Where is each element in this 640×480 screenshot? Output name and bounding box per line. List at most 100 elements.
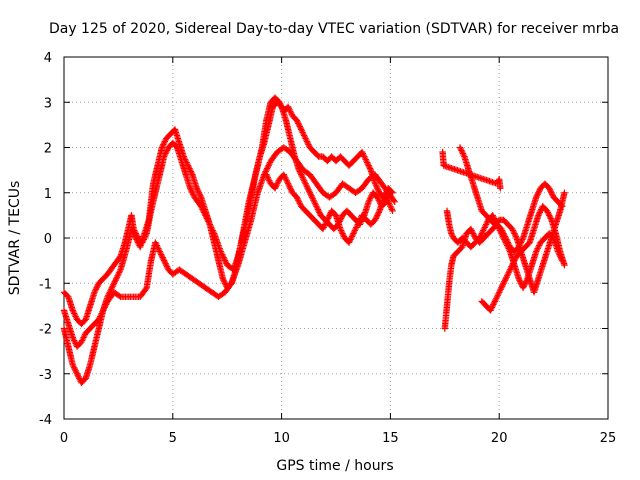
data-point [188,188,195,195]
data-point [115,271,122,278]
x-tick-label: 10 [273,431,290,446]
data-point [157,249,164,257]
data-point [545,210,552,218]
data-point [459,150,467,157]
data-point [69,307,76,314]
data-point [350,230,357,237]
data-point [266,177,273,184]
data-point [110,280,118,287]
data-point [112,277,119,284]
data-point [116,292,123,300]
data-point [319,225,327,233]
data-point [273,182,280,189]
data-point [263,165,271,172]
data-point [298,127,306,135]
data-point [355,219,362,227]
data-point [346,237,353,245]
data-point [305,141,312,148]
data-point [492,296,499,304]
data-point [79,335,87,343]
data-point [535,242,543,249]
data-point [363,157,370,165]
data-point [300,175,307,183]
data-point [107,286,115,293]
data-point [128,227,136,234]
data-point [499,233,507,240]
data-point [501,278,508,285]
data-point [320,224,327,231]
data-point [184,162,192,169]
data-point [507,264,515,272]
y-tick-label: 1 [44,187,52,202]
data-point [131,231,138,239]
data-point [374,186,382,193]
data-point [300,177,308,184]
data-point [162,260,169,267]
data-point [160,139,168,147]
data-point [321,221,329,228]
data-point [388,188,395,195]
data-point [504,243,512,251]
data-point [534,245,541,252]
data-point [493,293,501,301]
data-point [186,165,193,172]
data-point [301,133,309,141]
data-point [108,284,116,291]
data-point [293,117,301,124]
data-point [382,191,389,198]
data-point [161,258,169,266]
data-point [482,221,490,228]
data-point [546,185,553,192]
data-point [92,286,100,293]
data-point [546,212,553,219]
data-point [498,284,505,291]
data-point [301,178,309,186]
data-point [298,172,306,180]
data-point [506,267,513,275]
data-point [521,281,528,288]
data-point [498,231,506,239]
data-point [189,191,197,198]
data-point [70,308,77,316]
data-point [535,188,543,195]
data-point [300,130,307,138]
data-point [490,301,497,308]
data-point [382,189,390,196]
data-point [390,197,398,204]
data-point [72,313,79,320]
data-point [181,156,189,163]
data-point [281,172,288,180]
data-point [337,225,344,233]
data-point [496,225,503,233]
data-point [490,213,497,221]
data-point [505,269,512,276]
data-point [516,277,523,284]
data-point [373,213,380,221]
x-tick-label: 20 [491,431,508,446]
data-point [299,174,306,181]
data-point [159,142,166,150]
data-point [478,230,485,237]
data-point [276,99,283,106]
data-point [130,230,137,237]
data-point [307,191,314,198]
data-point [324,215,332,222]
data-point [272,183,279,190]
data-point [561,261,568,269]
data-point [360,151,367,159]
data-point [280,171,287,178]
data-point [221,255,228,263]
data-point [481,224,488,231]
data-point [187,166,194,174]
data-point [195,189,203,196]
data-point [70,310,78,317]
data-point [511,255,519,263]
data-point [511,231,519,239]
data-point [129,228,137,236]
data-point [152,240,160,248]
y-tick-label: -4 [39,413,52,428]
data-point [308,194,316,201]
data-point [294,118,301,126]
data-point [308,192,315,199]
data-point [115,269,123,276]
